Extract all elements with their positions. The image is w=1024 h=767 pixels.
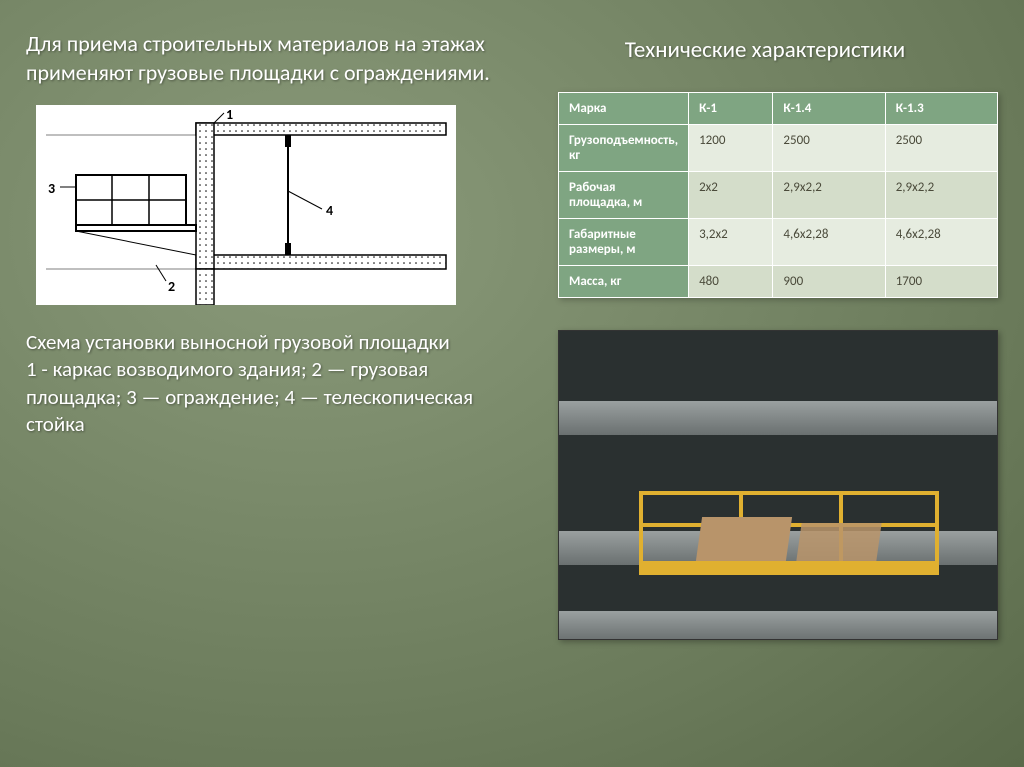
table-cell: 1200 bbox=[689, 125, 773, 172]
callout-4: 4 bbox=[326, 202, 333, 219]
caption-text: Схема установки выносной грузовой площад… bbox=[26, 329, 492, 438]
photo-placeholder bbox=[558, 330, 998, 640]
table-cell: 480 bbox=[689, 266, 773, 298]
col-header: К-1.4 bbox=[773, 93, 885, 125]
table-cell: 2х2 bbox=[689, 172, 773, 219]
diagram-svg: 1 2 3 4 bbox=[36, 105, 456, 305]
table-row: Рабочая площадка, м 2х2 2,9х2,2 2,9х2,2 bbox=[559, 172, 998, 219]
table-row: Масса, кг 480 900 1700 bbox=[559, 266, 998, 298]
left-column: Для приема строительных материалов на эт… bbox=[26, 30, 492, 640]
table-row: Габаритные размеры, м 3,2х2 4,6х2,28 4,6… bbox=[559, 219, 998, 266]
table-cell: 2500 bbox=[773, 125, 885, 172]
row-label: Габаритные размеры, м bbox=[559, 219, 689, 266]
spec-table: Марка К-1 К-1.4 К-1.3 Грузоподъемность, … bbox=[558, 92, 998, 298]
row-label: Рабочая площадка, м bbox=[559, 172, 689, 219]
table-cell: 1700 bbox=[885, 266, 997, 298]
diagram-schematic: 1 2 3 4 bbox=[36, 105, 456, 305]
table-cell: 2,9х2,2 bbox=[773, 172, 885, 219]
caption-line2: 1 - каркас возводимого здания; 2 — грузо… bbox=[26, 356, 473, 437]
right-column: Технические характеристики Марка К-1 К-1… bbox=[532, 30, 998, 640]
table-cell: 2,9х2,2 bbox=[885, 172, 997, 219]
row-label: Масса, кг bbox=[559, 266, 689, 298]
callout-2: 2 bbox=[168, 278, 175, 295]
slide: Для приема строительных материалов на эт… bbox=[0, 0, 1024, 660]
callout-1: 1 bbox=[226, 106, 233, 123]
col-header: Марка bbox=[559, 93, 689, 125]
table-cell: 3,2х2 bbox=[689, 219, 773, 266]
row-label: Грузоподъемность, кг bbox=[559, 125, 689, 172]
table-row: Грузоподъемность, кг 1200 2500 2500 bbox=[559, 125, 998, 172]
callout-3: 3 bbox=[48, 180, 55, 197]
col-header: К-1.3 bbox=[885, 93, 997, 125]
col-header: К-1 bbox=[689, 93, 773, 125]
caption-line1: Схема установки выносной грузовой площад… bbox=[26, 329, 450, 355]
table-cell: 4,6х2,28 bbox=[773, 219, 885, 266]
table-cell: 900 bbox=[773, 266, 885, 298]
intro-text: Для приема строительных материалов на эт… bbox=[26, 30, 492, 87]
table-cell: 2500 bbox=[885, 125, 997, 172]
spec-title: Технические характеристики bbox=[532, 30, 998, 64]
table-cell: 4,6х2,28 bbox=[885, 219, 997, 266]
table-header-row: Марка К-1 К-1.4 К-1.3 bbox=[559, 93, 998, 125]
